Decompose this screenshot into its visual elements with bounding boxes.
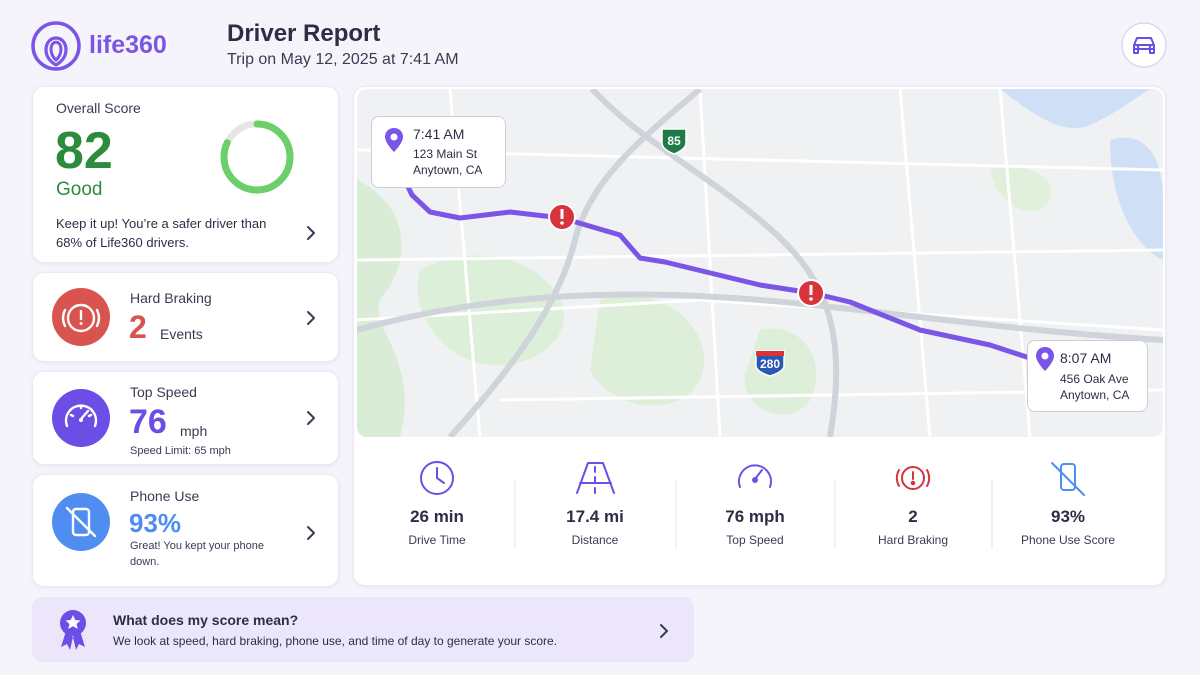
card-label: Hard Braking — [130, 290, 212, 306]
stat-label: Phone Use Score — [1020, 533, 1116, 547]
end-city: Anytown, CA — [1060, 388, 1130, 402]
chevron — [307, 526, 315, 540]
phone-icon — [52, 493, 110, 551]
score-card[interactable]: Overall Score 82 Good Keep it up! You’re… — [32, 86, 339, 263]
speed-icon — [52, 389, 110, 447]
start-city: Anytown, CA — [413, 163, 483, 177]
braking-icon — [52, 288, 110, 346]
car-button[interactable] — [1121, 22, 1167, 68]
top-speed-card[interactable]: Top Speed 76 mph Speed Limit: 65 mph — [32, 371, 339, 465]
score-rating: Good — [56, 179, 103, 200]
banner-title: What does my score mean? — [113, 612, 299, 628]
clock-icon — [420, 461, 454, 495]
page-subtitle: Trip on May 12, 2025 at 7:41 AM — [227, 51, 459, 68]
road-icon — [576, 462, 615, 494]
chevron — [307, 411, 315, 425]
start-street: 123 Main St — [413, 147, 478, 161]
phone-use-card[interactable]: Phone Use 93% Great! You kept your phone… — [32, 474, 339, 587]
score-message: Keep it up! You’re a safer driver than 6… — [56, 216, 267, 250]
logo-mark — [31, 21, 81, 71]
highway-shield — [661, 128, 687, 155]
stat-value: 2 — [908, 507, 918, 526]
medal-icon — [60, 610, 86, 650]
card-value: 2 — [129, 309, 147, 345]
banner-text: We look at speed, hard braking, phone us… — [113, 634, 558, 648]
end-callout: 8:07 AM 456 Oak Ave Anytown, CA — [1027, 340, 1148, 412]
ring-progress — [220, 120, 294, 194]
card-note: Great! You kept your phone down. — [130, 540, 264, 568]
card-note: Speed Limit: 65 mph — [130, 445, 231, 457]
route — [392, 157, 1045, 365]
pin-icon — [1036, 347, 1054, 371]
card-label: Top Speed — [130, 384, 197, 400]
end-time: 8:07 AM — [1060, 350, 1112, 366]
start-time: 7:41 AM — [413, 126, 465, 142]
hazard-marker — [548, 203, 576, 231]
highway-shield — [755, 350, 785, 377]
logo-text: life360 — [89, 31, 167, 59]
stat-label: Distance — [571, 533, 619, 547]
card-value: 93% — [129, 508, 182, 538]
page-title: Driver Report — [227, 20, 381, 47]
stat-value: 76 mph — [725, 507, 785, 526]
card-unit: Events — [160, 326, 203, 342]
highway-label: 85 — [667, 134, 681, 148]
start-callout: 7:41 AM 123 Main St Anytown, CA — [371, 116, 506, 188]
stat-label: Drive Time — [408, 533, 466, 547]
stat-label: Hard Braking — [877, 533, 949, 547]
pin-icon — [385, 128, 403, 152]
braking-icon — [895, 466, 931, 490]
card-unit: mph — [180, 423, 208, 439]
chevron — [307, 226, 315, 240]
chevron — [660, 624, 668, 638]
score-ring — [220, 120, 294, 194]
card-label: Phone Use — [130, 488, 200, 504]
speed-icon — [738, 464, 772, 488]
stat-value: 17.4 mi — [566, 507, 624, 526]
card-value: 76 — [129, 403, 167, 441]
highway-label: 280 — [759, 357, 781, 371]
score-info-banner[interactable]: What does my score mean? We look at spee… — [32, 597, 694, 662]
stat-label: Top Speed — [726, 533, 784, 547]
stat-value: 93% — [1050, 507, 1086, 526]
end-street: 456 Oak Ave — [1060, 372, 1129, 386]
stat-value: 26 min — [410, 507, 464, 526]
score-label: Overall Score — [56, 100, 141, 116]
hard-braking-card[interactable]: Hard Braking 2 Events — [32, 272, 339, 362]
chevron — [307, 311, 315, 325]
score-value: 82 — [55, 122, 113, 180]
phone-icon — [1051, 462, 1085, 496]
hazard-marker — [797, 279, 825, 307]
